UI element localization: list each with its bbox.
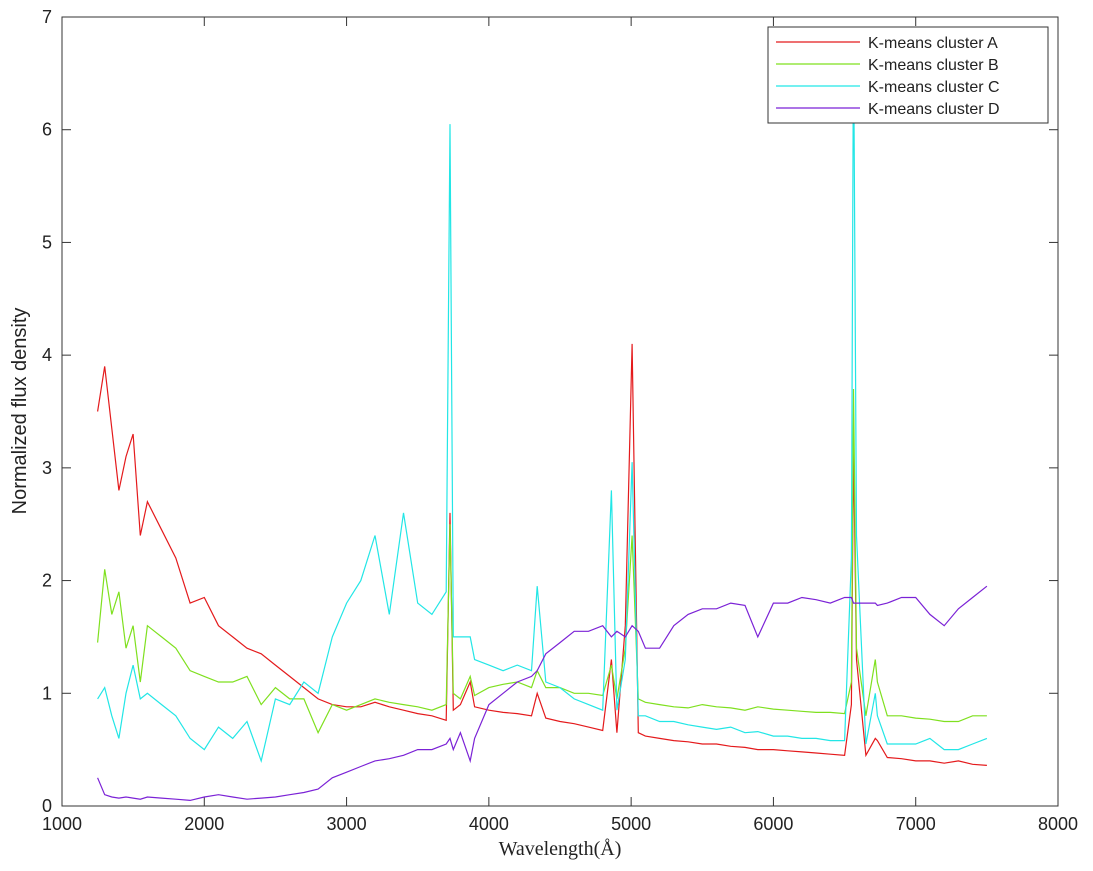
y-axis-label: Normalized flux density — [9, 308, 31, 515]
plot-lines — [97, 28, 988, 802]
y-tick-label: 4 — [42, 345, 52, 365]
y-tick-label: 6 — [42, 120, 52, 140]
y-tick-label: 5 — [42, 232, 52, 252]
y-tick-label: 0 — [42, 796, 52, 816]
y-tick-label: 2 — [42, 571, 52, 591]
legend-label: K-means cluster C — [868, 79, 1000, 96]
legend-label: K-means cluster D — [868, 101, 1000, 118]
x-tick-label: 8000 — [1038, 814, 1078, 834]
series-line — [97, 585, 988, 802]
x-tick-label: 6000 — [753, 814, 793, 834]
x-tick-label: 2000 — [184, 814, 224, 834]
legend-box — [767, 26, 1049, 124]
x-axis-label: Wavelength(Å) — [499, 838, 622, 860]
x-tick-label: 5000 — [611, 814, 651, 834]
x-tick-label: 1000 — [42, 814, 82, 834]
plot-frame — [61, 16, 1059, 807]
y-tick-label: 7 — [42, 7, 52, 27]
legend-label: K-means cluster B — [868, 57, 999, 74]
x-tick-label: 3000 — [327, 814, 367, 834]
series-line — [97, 28, 988, 764]
x-tick-label: 7000 — [896, 814, 936, 834]
y-tick-label: 1 — [42, 683, 52, 703]
y-tick-label: 3 — [42, 458, 52, 478]
x-tick-label: 4000 — [469, 814, 509, 834]
series-line — [97, 388, 987, 735]
legend-label: K-means cluster A — [868, 35, 998, 52]
